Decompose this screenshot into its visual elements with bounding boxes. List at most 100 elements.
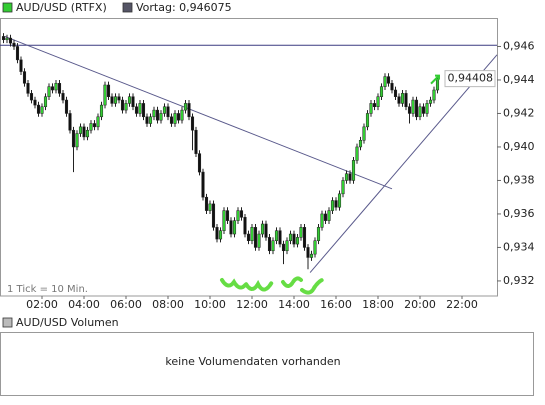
x-tick-label: 02:00	[26, 298, 58, 311]
x-tick-label: 20:00	[404, 298, 436, 311]
candle-body	[43, 96, 48, 108]
candle-body	[103, 84, 107, 106]
candle-body	[299, 227, 303, 238]
x-tick-label: 22:00	[446, 298, 478, 311]
candle-body	[190, 116, 195, 131]
candle-body	[33, 99, 37, 106]
y-tick-label: 0,940	[503, 140, 535, 153]
candle-body	[386, 76, 391, 84]
candle-body	[57, 83, 62, 94]
candle-body	[411, 99, 415, 114]
candle-body	[313, 240, 317, 255]
candle-body	[78, 126, 83, 134]
candle-body	[383, 76, 387, 87]
x-tick-label: 08:00	[152, 298, 184, 311]
candle-body	[8, 37, 13, 44]
trend-line	[309, 54, 498, 273]
candle-body	[264, 223, 268, 238]
candle-body	[425, 103, 429, 114]
candle-body	[92, 123, 97, 128]
candle-body	[285, 240, 289, 252]
y-tick-label: 0,942	[503, 106, 535, 119]
candle-body	[124, 103, 128, 111]
y-tick-label: 0,938	[503, 173, 535, 186]
candle-body	[145, 116, 149, 124]
candle-body	[12, 42, 16, 47]
candle-body	[341, 180, 345, 195]
candle-body	[365, 113, 370, 128]
volume-message: keine Volumendaten vorhanden	[165, 355, 340, 368]
candle-body	[127, 96, 132, 104]
candle-body	[89, 123, 93, 131]
candle-body	[54, 83, 58, 91]
last-price-label: 0,94408	[448, 72, 494, 85]
x-tick-label: 12:00	[236, 298, 268, 311]
candle-body	[358, 140, 363, 148]
candle-body	[330, 200, 335, 211]
candle-body	[222, 210, 226, 231]
y-tick-label: 0,932	[503, 274, 535, 287]
candle-body	[110, 96, 114, 104]
candle-body	[40, 106, 44, 114]
candle-body	[166, 106, 170, 118]
candle-body	[253, 227, 258, 248]
candle-body	[131, 96, 135, 108]
candle-body	[1, 36, 6, 41]
candle-body	[376, 96, 380, 108]
candle-body	[134, 106, 139, 114]
candle-body	[229, 220, 233, 235]
candle-body	[148, 116, 153, 124]
candle-body	[414, 99, 419, 118]
candle-body	[50, 86, 55, 91]
candle-body	[138, 103, 142, 114]
y-tick-label: 0,944	[503, 73, 535, 86]
candle-body	[323, 213, 328, 221]
candle-body	[5, 37, 9, 41]
candle-body	[404, 93, 408, 108]
legend-swatch	[2, 317, 13, 328]
candle-body	[68, 113, 72, 131]
candle-body	[208, 203, 212, 211]
candle-body	[320, 213, 324, 228]
candle-body	[82, 126, 86, 138]
candle-body	[15, 46, 20, 61]
volume-panel	[0, 332, 534, 396]
candle-body	[169, 116, 174, 124]
legend-label: AUD/USD (RTFX)	[16, 1, 107, 14]
x-tick-label: 18:00	[362, 298, 394, 311]
candle-body	[117, 96, 121, 101]
candle-body	[141, 103, 146, 118]
candle-body	[71, 129, 76, 148]
decoration	[220, 276, 324, 295]
candle-body	[435, 78, 440, 91]
x-tick-label: 10:00	[194, 298, 226, 311]
candle-body	[26, 83, 30, 94]
candle-body	[201, 171, 205, 198]
candle-body	[232, 220, 237, 235]
candle-body	[397, 96, 401, 104]
candle-body	[173, 113, 177, 124]
last-price-arrow	[430, 74, 440, 85]
candle-body	[120, 99, 125, 111]
candle-body	[152, 109, 156, 118]
candle-body	[218, 230, 223, 240]
candle-body	[344, 173, 349, 181]
candle-body	[159, 113, 163, 121]
candle-body	[281, 243, 286, 252]
candle-body	[393, 89, 398, 97]
candle-body	[250, 227, 254, 241]
candle-body	[432, 89, 436, 101]
trend-line	[4, 35, 393, 190]
candle-body	[22, 71, 27, 84]
legend-swatch	[122, 2, 133, 13]
candle-body	[278, 230, 282, 245]
candle-body	[162, 106, 167, 114]
candle-body	[19, 59, 23, 72]
candle-body	[239, 210, 244, 218]
candle-body	[267, 237, 272, 252]
candle-body	[355, 146, 359, 161]
candle-body	[295, 237, 300, 245]
candle-body	[75, 133, 79, 148]
candle-body	[309, 253, 314, 258]
